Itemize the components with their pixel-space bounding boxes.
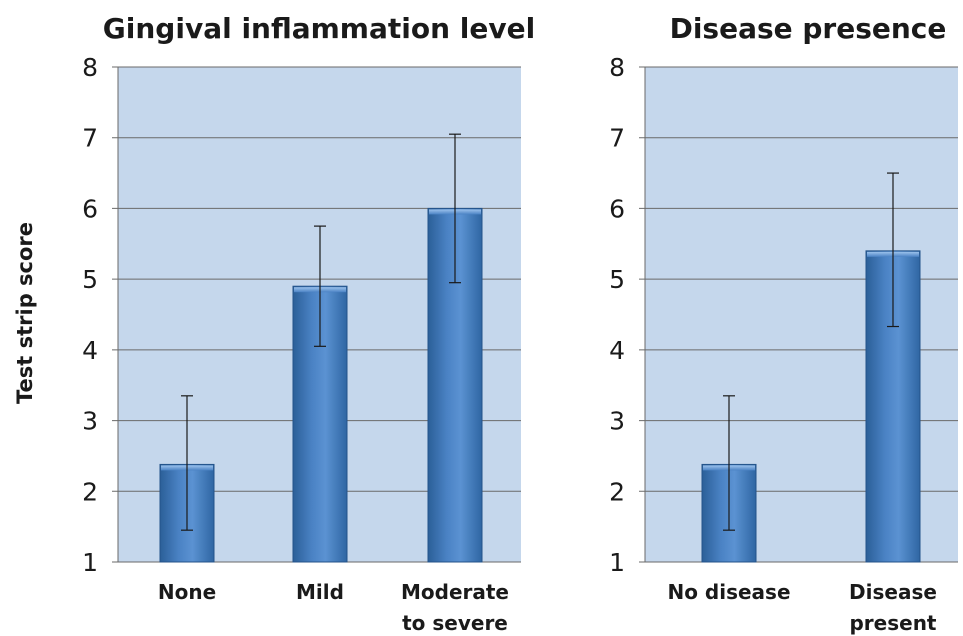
y-tick-label: 1 — [609, 548, 625, 577]
y-tick-label: 1 — [82, 548, 98, 577]
y-tick-label: 2 — [609, 477, 625, 506]
y-tick-label: 6 — [82, 194, 98, 223]
y-tick-label: 5 — [609, 265, 625, 294]
x-category-label: to severe — [402, 611, 508, 635]
x-category-label: None — [158, 580, 216, 604]
y-tick-label: 8 — [609, 53, 625, 82]
x-category-label: present — [849, 611, 936, 635]
chart-panel-2: 1 2 3 4 5 6 7 8 Disease presence No disease Diseas… — [609, 12, 958, 635]
y-tick-label: 3 — [609, 407, 625, 436]
x-category-label: Mild — [296, 580, 344, 604]
y-tick-label: 8 — [82, 53, 98, 82]
y-tick-label: 3 — [82, 407, 98, 436]
y-tick-label: 2 — [82, 477, 98, 506]
chart-title: Gingival inflammation level — [103, 12, 535, 45]
y-tick-label: 4 — [82, 336, 98, 365]
y-tick-label: 6 — [609, 194, 625, 223]
x-category-label: No disease — [667, 580, 790, 604]
x-category-label: Moderate — [401, 580, 509, 604]
y-tick-label: 4 — [609, 336, 625, 365]
y-tick-label: 5 — [82, 265, 98, 294]
y-axis-label: Test strip score — [13, 222, 37, 404]
chart-title: Disease presence — [670, 12, 947, 45]
y-tick-label: 7 — [609, 124, 625, 153]
y-tick-label: 7 — [82, 124, 98, 153]
x-category-label: Disease — [849, 580, 937, 604]
